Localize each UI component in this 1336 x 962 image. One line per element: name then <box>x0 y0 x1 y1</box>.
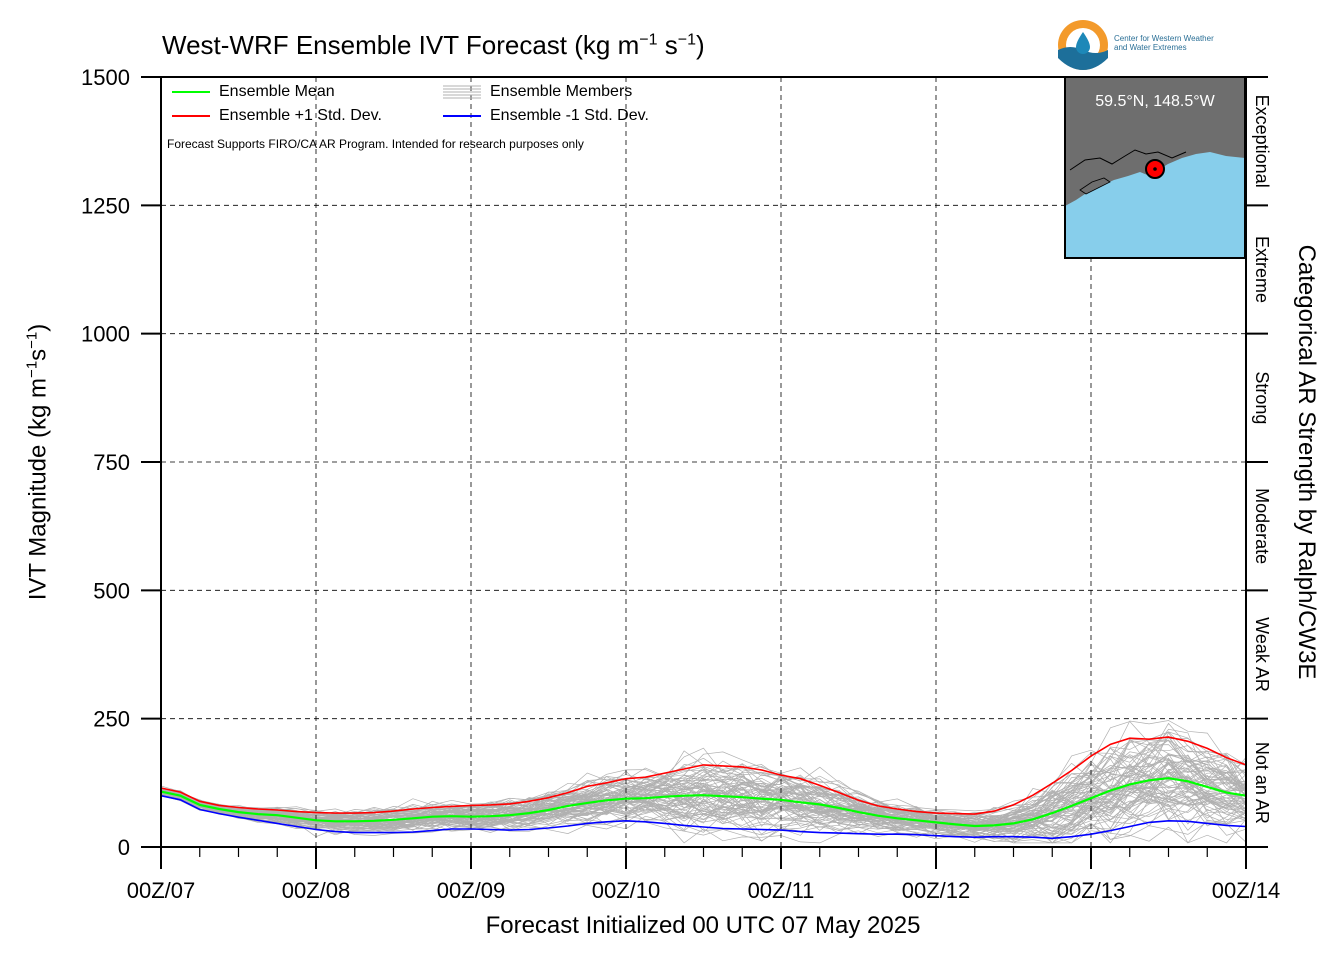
ensemble-member-line <box>160 773 1247 832</box>
ensemble-minus-std-line <box>160 794 1247 840</box>
inset-island <box>1079 177 1111 195</box>
cw3e-logo-icon <box>1058 20 1108 70</box>
ensemble-member-line <box>160 793 1247 840</box>
right-axis-categories: Not an AR Weak AR Moderate Strong Extreme Exc… <box>1245 76 1272 848</box>
x-tick-label: 00Z/13 <box>1057 878 1126 903</box>
x-tick-label: 00Z/12 <box>902 878 971 903</box>
ensemble-plus-std-line <box>160 736 1247 815</box>
ensemble-member-line <box>160 794 1247 844</box>
x-tick-label: 00Z/14 <box>1212 878 1281 903</box>
x-tick-label: 00Z/11 <box>748 878 815 903</box>
chart-title: West-WRF Ensemble IVT Forecast (kg m−1 s… <box>162 30 705 60</box>
legend-members-label: Ensemble Members <box>490 83 633 100</box>
gridlines <box>161 77 1246 847</box>
inset-coast <box>1069 149 1187 171</box>
ensemble-member-line <box>160 793 1247 842</box>
ensemble-member-line <box>160 739 1247 820</box>
y-tick-label: 500 <box>93 578 130 603</box>
x-axis-label: Forecast Initialized 00 UTC 07 May 2025 <box>485 912 921 939</box>
category-label: Not an AR <box>1252 742 1272 824</box>
y-tick-label: 1000 <box>81 322 130 347</box>
ensemble-member-line <box>160 757 1247 828</box>
logo-text: Center for Western Weather and Water Ext… <box>1114 34 1214 52</box>
x-tick-label: 00Z/09 <box>437 878 506 903</box>
y-tick-label: 750 <box>93 450 130 475</box>
ensemble-member-line <box>160 775 1247 832</box>
category-label: Weak AR <box>1252 617 1272 692</box>
inset-map: 59.5°N, 148.5°W <box>1064 76 1246 259</box>
legend-mean-label: Ensemble Mean <box>219 83 335 100</box>
category-label: Strong <box>1252 371 1272 424</box>
ensemble-member-line <box>160 721 1247 815</box>
ensemble-members <box>160 720 1247 844</box>
ensemble-stat-lines <box>160 736 1247 840</box>
category-label: Exceptional <box>1252 95 1272 188</box>
ensemble-member-line <box>160 784 1247 832</box>
x-tick-label: 00Z/08 <box>282 878 351 903</box>
legend-plus-label: Ensemble +1 Std. Dev. <box>219 107 382 124</box>
category-label: Moderate <box>1252 488 1272 564</box>
ensemble-member-line <box>160 783 1247 832</box>
y-tick-label: 1250 <box>81 193 130 218</box>
disclaimer-note: Forecast Supports FIRO/CA AR Program. In… <box>167 137 584 151</box>
y-tick-label: 250 <box>93 707 130 732</box>
ensemble-member-line <box>160 739 1247 821</box>
ensemble-member-line <box>160 720 1247 817</box>
right-axis-label: Categorical AR Strength by Ralph/CW3E <box>1293 244 1320 680</box>
y-tick-label: 0 <box>118 835 130 860</box>
legend-minus-label: Ensemble -1 Std. Dev. <box>490 107 649 124</box>
y-axis-ticks: 0 250 500 750 1000 1250 1500 <box>81 65 161 860</box>
ensemble-mean-line <box>160 777 1247 828</box>
inset-border <box>1064 76 1246 259</box>
ensemble-member-line <box>160 790 1247 840</box>
cw3e-logo: Center for Western Weather and Water Ext… <box>1056 18 1246 74</box>
ensemble-member-line <box>160 767 1247 827</box>
category-label: Extreme <box>1252 236 1272 303</box>
ensemble-member-line <box>160 778 1247 835</box>
x-tick-label: 00Z/10 <box>592 878 661 903</box>
y-axis-label: IVT Magnitude (kg m−1s−1) <box>23 323 52 601</box>
inset-land <box>1065 77 1245 206</box>
location-marker-dot <box>1153 167 1157 171</box>
x-axis-ticks: 00Z/07 00Z/08 00Z/09 00Z/10 00Z/11 00Z/12 00Z/… <box>127 847 1281 903</box>
inset-location-label: 59.5°N, 148.5°W <box>1095 93 1215 110</box>
y-tick-label: 1500 <box>81 65 130 90</box>
x-tick-label: 00Z/07 <box>127 878 196 903</box>
legend-members-swatch <box>443 85 481 99</box>
